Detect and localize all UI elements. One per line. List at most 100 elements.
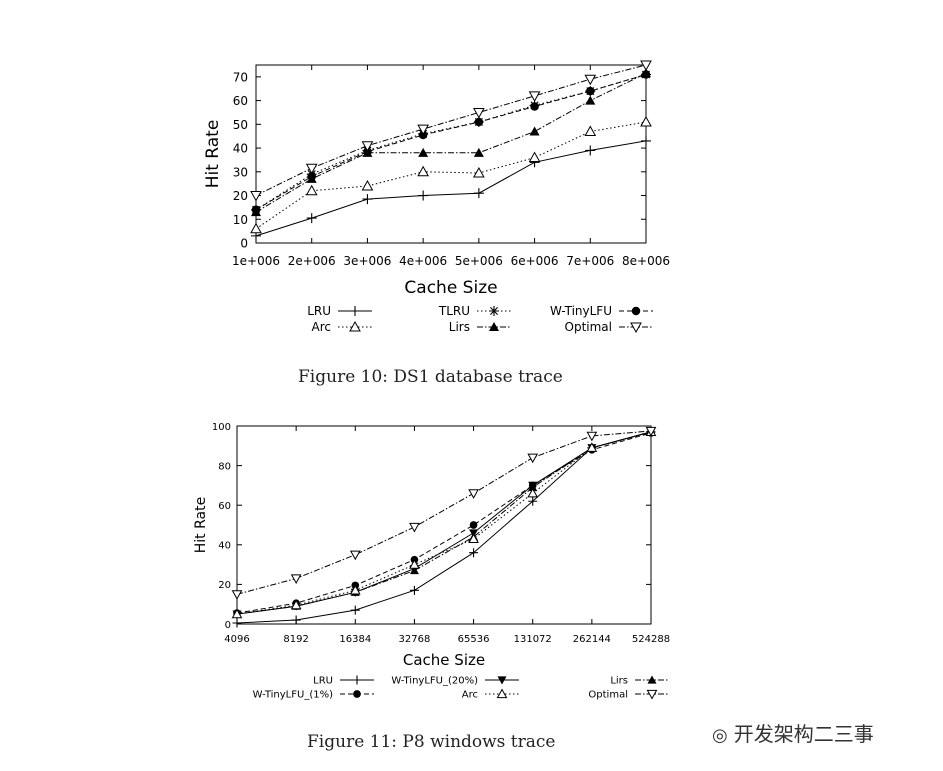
y-tick-label: 60	[218, 501, 231, 512]
series-Lirs	[251, 68, 651, 217]
legend-label: Optimal	[588, 690, 628, 701]
series-line	[255, 74, 647, 211]
data-point	[645, 426, 657, 437]
legend-marker	[631, 306, 641, 316]
data-point	[250, 222, 262, 234]
legend-marker	[646, 689, 658, 700]
data-point	[528, 91, 541, 102]
x-tick-label: 524288	[632, 634, 670, 645]
legend-marker	[489, 306, 499, 316]
data-point	[362, 194, 373, 205]
legend-marker	[352, 675, 362, 685]
data-point	[417, 124, 429, 136]
legend-label: Arc	[462, 690, 478, 701]
data-point	[291, 615, 301, 625]
data-point	[251, 207, 261, 217]
series-LRU	[232, 427, 656, 628]
series-Optimal	[231, 426, 657, 600]
x-tick-label: 7e+006	[566, 254, 614, 268]
y-tick-label: 0	[240, 237, 248, 251]
data-point	[473, 147, 484, 157]
y-tick-label: 20	[218, 580, 231, 591]
chart-1: 0 10 20 30 40 50 60 70 1e+006 2e+006 3e+006 4e+006 5…	[203, 60, 670, 334]
y-tick-label: 10	[233, 213, 248, 227]
series-line	[255, 64, 647, 196]
series-line	[236, 430, 652, 595]
y-tick-label: 70	[233, 70, 248, 84]
data-point	[528, 481, 537, 490]
y-tick-label: 100	[212, 422, 231, 433]
data-point	[528, 151, 541, 163]
data-point	[640, 115, 652, 127]
x-axis-label: Cache Size	[404, 278, 497, 298]
y-tick-label: 50	[233, 118, 248, 132]
y-tick-label: 40	[218, 541, 231, 552]
y-axis-label: Hit Rate	[203, 120, 223, 189]
series-line	[236, 431, 652, 615]
legend-label: W-TinyLFU_(1%)	[253, 690, 333, 701]
data-point	[640, 60, 652, 72]
legend-label: Lirs	[449, 320, 470, 334]
legend-marker	[497, 676, 507, 685]
x-tick-label: 6e+006	[511, 254, 559, 268]
legend-label: W-TinyLFU	[550, 304, 612, 318]
data-point	[474, 117, 484, 127]
data-point	[361, 180, 374, 191]
data-point	[417, 165, 429, 177]
data-point	[290, 574, 302, 584]
series-W-TinyLFU_(20%)	[232, 428, 656, 619]
data-point	[586, 86, 595, 96]
legend: LRU TLRU W-TinyLFU Arc Lirs Optimal	[307, 304, 653, 334]
series-Lirs	[232, 427, 656, 618]
data-point	[473, 188, 484, 199]
data-point	[418, 190, 429, 201]
data-point	[584, 74, 597, 86]
data-point	[585, 145, 596, 156]
data-point	[641, 135, 651, 146]
legend-label: TLRU	[438, 304, 470, 318]
data-point	[473, 107, 485, 119]
data-point	[361, 141, 374, 152]
data-point	[527, 453, 539, 464]
series-line	[255, 140, 647, 237]
data-point	[418, 147, 429, 157]
legend-label: Optimal	[565, 320, 612, 334]
data-point	[468, 489, 479, 499]
data-point	[586, 442, 598, 452]
data-point	[349, 550, 361, 561]
data-point	[473, 166, 485, 178]
x-tick-label: 262144	[573, 634, 611, 645]
data-point	[529, 126, 540, 136]
legend-label: Arc	[312, 320, 331, 334]
y-axis-label: Hit Rate	[193, 497, 209, 553]
data-point	[362, 147, 373, 157]
data-point	[290, 599, 302, 610]
x-tick-label: 131072	[514, 634, 552, 645]
data-point	[584, 125, 597, 136]
data-point	[231, 608, 243, 619]
wechat-icon: ◎	[712, 725, 728, 746]
y-tick-label: 0	[225, 620, 231, 631]
data-point	[409, 566, 419, 575]
legend-marker	[489, 322, 499, 331]
x-axis-label: Cache Size	[403, 651, 485, 669]
series-line	[236, 431, 652, 615]
x-tick-label: 1e+006	[232, 254, 280, 268]
plot-frame	[236, 425, 652, 625]
watermark-text: 开发架构二三事	[733, 722, 874, 746]
x-tick-label: 8e+006	[622, 254, 670, 268]
series-Optimal	[250, 60, 652, 202]
data-point	[530, 102, 539, 111]
series-Arc	[250, 115, 652, 234]
y-tick-label: 20	[233, 189, 248, 203]
legend-marker	[647, 675, 657, 684]
legend-marker	[630, 322, 642, 334]
x-tick-label: 65536	[458, 634, 490, 645]
figure-10-caption: Figure 10: DS1 database trace	[298, 367, 563, 387]
data-point	[469, 548, 479, 558]
series-line	[255, 74, 647, 211]
legend-label: Lirs	[610, 676, 628, 687]
data-point	[350, 605, 360, 615]
watermark: ◎ 开发架构二三事	[712, 718, 874, 747]
x-tick-label: 16384	[339, 634, 371, 645]
